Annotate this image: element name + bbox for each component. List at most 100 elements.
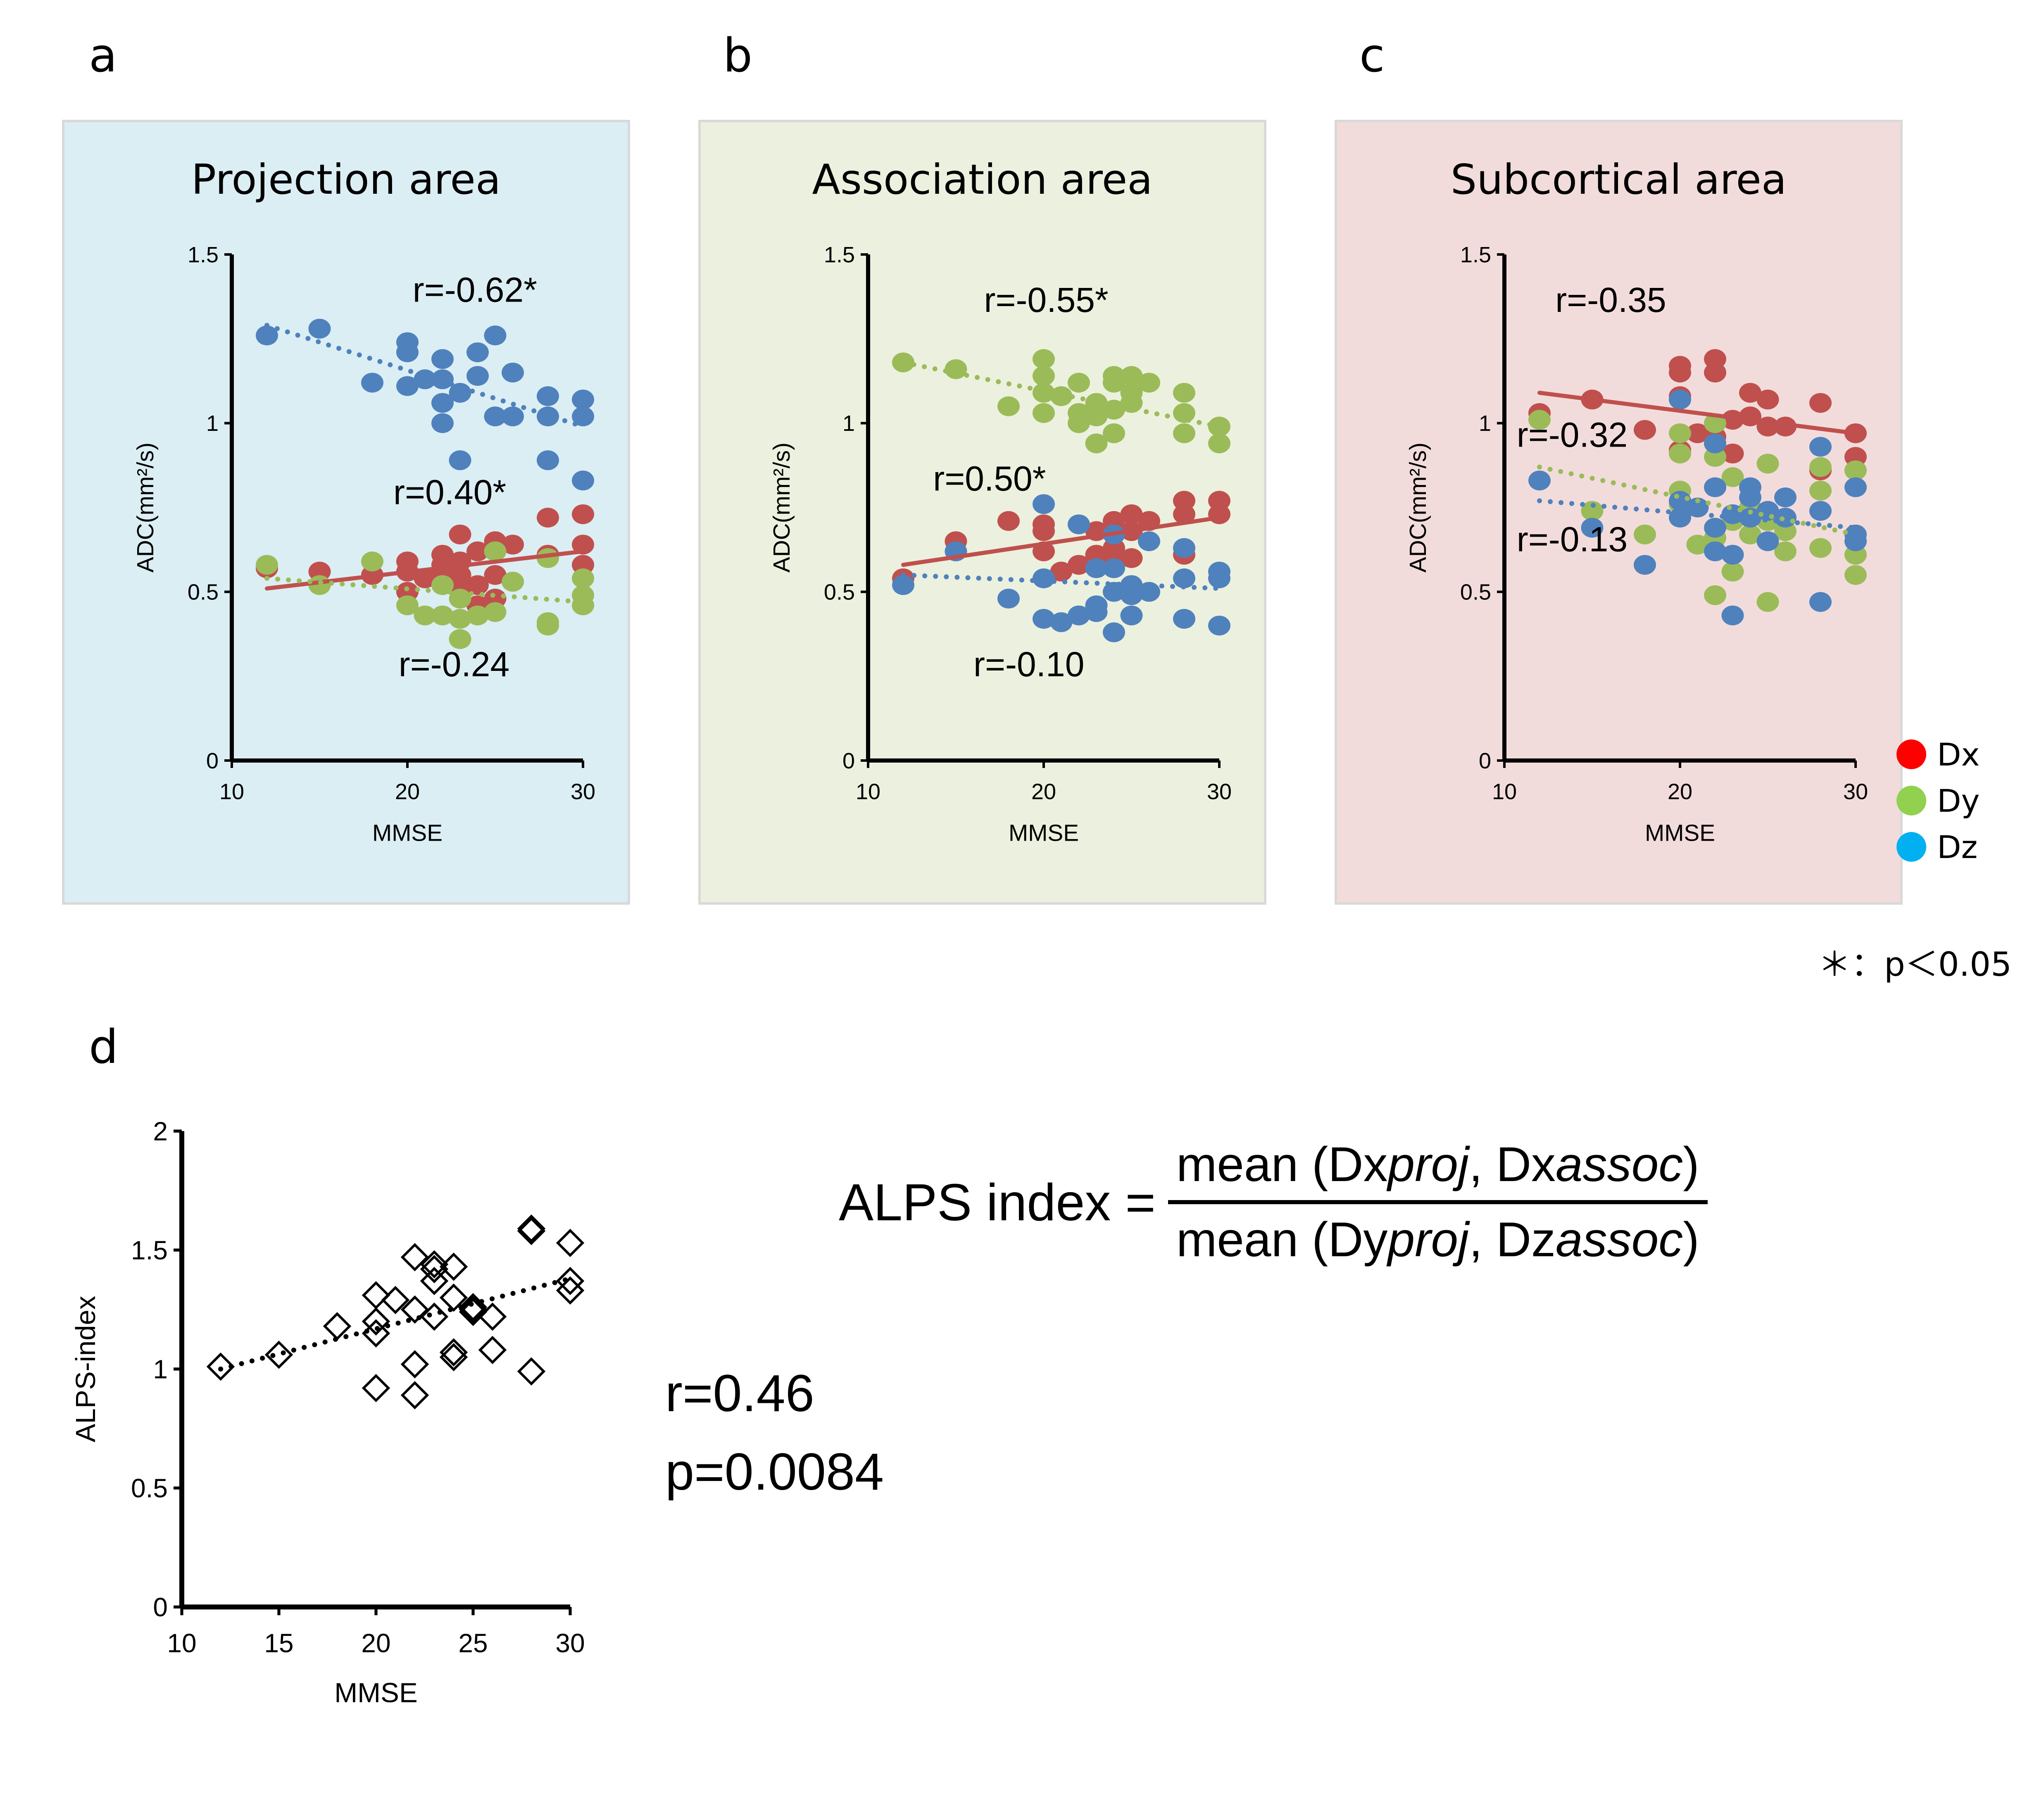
data-point-diamond xyxy=(517,1357,546,1386)
data-point-dx xyxy=(414,568,436,588)
data-point-dx xyxy=(502,535,524,555)
data-point-dx xyxy=(537,508,559,528)
r-value: r=0.46 xyxy=(665,1364,814,1422)
den-suffix: ) xyxy=(1683,1212,1699,1267)
trendline-dz xyxy=(901,572,1222,591)
y-tick-label: 1.5 xyxy=(131,1235,168,1265)
data-point-diamond xyxy=(459,1295,488,1324)
data-point-diamond xyxy=(556,1229,585,1257)
significance-note: ＊：p＜0.05 xyxy=(1818,945,2012,984)
trendline-dz xyxy=(1537,498,1858,530)
data-point-dy xyxy=(572,568,594,588)
data-point-diamond xyxy=(439,1283,468,1312)
formula-fraction: mean (Dxproj, Dxassoc) mean (Dyproj, Dza… xyxy=(1168,1136,1708,1268)
data-point-dx xyxy=(572,504,594,524)
formula-numerator: mean (Dxproj, Dxassoc) xyxy=(1168,1136,1708,1193)
data-point-dz xyxy=(502,406,524,426)
projection-chart: 0 0.5 1 1.5 10 20 30 MMSE ADC(mm²/s) r=-0.62* r=0.… xyxy=(133,242,595,846)
data-point-dz xyxy=(1721,544,1744,565)
p-value: p=0.0084 xyxy=(665,1443,884,1501)
data-point-dz xyxy=(502,362,524,383)
correlation-annotation: r=0.40* xyxy=(393,473,506,511)
legend: Dx Dy Dz xyxy=(1896,731,1980,870)
data-point-dz xyxy=(1669,508,1691,528)
data-point-dx xyxy=(1809,393,1832,413)
data-point-dy xyxy=(1085,433,1108,454)
den-prefix: mean (Dy xyxy=(1176,1212,1388,1267)
data-point-dy xyxy=(1809,538,1832,558)
y-tick-label: 0.5 xyxy=(188,580,219,605)
data-point-dz xyxy=(1581,518,1604,538)
data-point-dz xyxy=(1774,487,1797,507)
y-axis-label: ADC(mm²/s) xyxy=(769,442,795,573)
data-point-dz xyxy=(1120,605,1143,625)
data-point-dx xyxy=(466,575,489,595)
data-point-diamond xyxy=(362,1307,390,1336)
data-point-dx xyxy=(466,541,489,561)
formula-lhs: ALPS index = xyxy=(839,1173,1156,1231)
data-point-dz xyxy=(1138,582,1160,602)
alps-index-chart: 0 0.5 1 1.5 2 10 15 20 25 30 MMSE ALPS-index xyxy=(70,1116,585,1708)
correlation-annotation: r=-0.13 xyxy=(1517,520,1628,559)
data-point-dz xyxy=(1809,437,1832,457)
data-point-dz xyxy=(1085,602,1108,622)
dz-dot-icon xyxy=(1896,832,1926,862)
data-point-dy xyxy=(1704,585,1726,605)
data-point-dy xyxy=(502,572,524,592)
num-assoc: assoc xyxy=(1556,1137,1683,1192)
correlation-annotation: r=-0.10 xyxy=(973,645,1085,684)
data-point-dz xyxy=(1634,555,1656,575)
data-point-dz xyxy=(1050,612,1073,632)
association-chart: 0 0.5 1 1.5 10 20 30 MMSE ADC(mm²/s) r=-0.55* r=0.… xyxy=(769,242,1232,846)
data-point-diamond xyxy=(420,1303,449,1331)
dy-dot-icon xyxy=(1896,786,1926,815)
data-point-diamond xyxy=(362,1281,390,1310)
correlation-annotation: r=-0.35 xyxy=(1555,280,1666,319)
panel-label-b: b xyxy=(723,29,753,83)
data-point-dy xyxy=(1844,565,1867,585)
data-point-dy xyxy=(1756,454,1779,474)
trendline-dy xyxy=(901,360,1222,429)
data-point-dz xyxy=(1774,508,1797,528)
correlation-annotation: r=-0.32 xyxy=(1517,416,1628,454)
data-point-dz xyxy=(1033,494,1055,514)
data-point-dy xyxy=(396,595,419,616)
data-point-dx xyxy=(1686,423,1709,443)
data-point-dz xyxy=(537,386,559,406)
data-point-dy xyxy=(484,602,507,622)
data-point-dz xyxy=(361,373,383,393)
data-point-dx xyxy=(1068,555,1090,575)
x-tick-label: 10 xyxy=(167,1628,196,1658)
data-point-dy xyxy=(1138,373,1160,393)
data-point-dz xyxy=(1809,592,1832,612)
data-point-dy xyxy=(1756,592,1779,612)
data-point-dy xyxy=(945,359,967,379)
chart-title: Association area xyxy=(812,155,1153,204)
data-point-dy xyxy=(1068,413,1090,433)
data-point-dy xyxy=(1809,457,1832,477)
data-point-dy xyxy=(361,551,383,572)
data-point-dx xyxy=(572,535,594,555)
trendline-alps-index xyxy=(218,1276,573,1372)
data-point-dz xyxy=(572,406,594,426)
data-point-dx xyxy=(1208,504,1230,524)
data-point-dz xyxy=(431,413,454,433)
data-point-dz xyxy=(256,326,278,345)
x-tick-label: 30 xyxy=(1843,780,1868,804)
data-point-dz xyxy=(572,390,594,410)
data-point-dy xyxy=(449,609,471,629)
x-tick-label: 10 xyxy=(219,780,244,804)
data-point-dz xyxy=(1103,558,1125,578)
data-point-dy xyxy=(1208,433,1230,454)
x-axis-label: MMSE xyxy=(372,820,443,846)
data-point-dy xyxy=(1739,524,1761,544)
data-point-dz xyxy=(1704,477,1726,497)
data-point-dx xyxy=(1756,390,1779,410)
data-point-dy xyxy=(1173,383,1195,403)
x-axis-label: MMSE xyxy=(1009,820,1079,846)
y-tick-label: 0 xyxy=(1479,749,1491,773)
data-point-diamond xyxy=(420,1250,449,1279)
data-point-dx xyxy=(1669,362,1691,383)
y-axis-label: ALPS-index xyxy=(70,1296,101,1443)
panel-label-a: a xyxy=(89,29,117,83)
